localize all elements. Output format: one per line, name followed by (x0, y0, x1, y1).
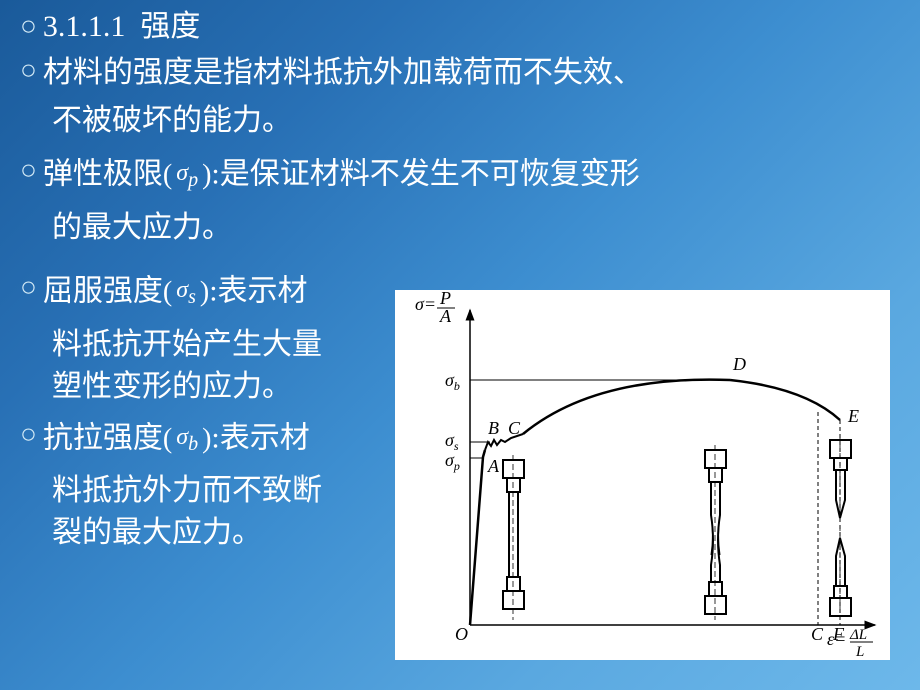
point-A: A (487, 456, 500, 476)
bullet-1: ○ 材料的强度是指材料抵抗外加载荷而不失效、 (20, 52, 900, 94)
title-text: 3.1.1.1 强度 (43, 8, 201, 46)
y-axis-denom: A (439, 306, 452, 326)
bullet-icon: ○ (20, 416, 37, 454)
bottom-C: C (811, 624, 824, 644)
chart-svg: σ= P A ε= ΔL L O σb σs σp A B C (395, 290, 890, 660)
x-axis-numer: ΔL (849, 627, 867, 643)
bullet-3-prefix: 屈服强度 (43, 274, 163, 307)
bullet-4-suffix: :表示材 (211, 421, 309, 454)
point-E: E (847, 406, 859, 426)
origin-label: O (455, 624, 468, 644)
title-line: ○ 3.1.1.1 强度 (20, 8, 900, 46)
bullet-2-text: 弹性极限(σp):是保证材料不发生不可恢复变形 (43, 152, 640, 201)
bullet-2: ○ 弹性极限(σp):是保证材料不发生不可恢复变形 (20, 152, 900, 201)
bullet-2-prefix: 弹性极限 (43, 157, 163, 190)
hardening-curve (523, 380, 730, 434)
stress-strain-chart: σ= P A ε= ΔL L O σb σs σp A B C (395, 290, 890, 660)
bullet-4-text: 抗拉强度(σb):表示材 (43, 416, 310, 465)
bullet-4-prefix: 抗拉强度 (43, 421, 163, 454)
necking-curve (730, 380, 840, 420)
bullet-icon: ○ (20, 52, 37, 90)
bullet-1-text: 材料的强度是指材料抵抗外加载荷而不失效、 (43, 52, 643, 94)
section-number: 3.1.1.1 (43, 10, 126, 43)
elastic-line (470, 450, 485, 625)
bullet-3-suffix: :表示材 (209, 274, 307, 307)
bullet-icon: ○ (20, 152, 37, 190)
sigma-b-symbol: σb (172, 424, 202, 450)
sigma-s-symbol: σs (172, 277, 200, 303)
point-B: B (488, 418, 499, 438)
x-axis-denom: L (855, 644, 864, 660)
bullet-icon: ○ (20, 269, 37, 307)
y-axis-label: σ= (415, 294, 436, 314)
section-label: 强度 (140, 10, 200, 43)
bullet-1-cont: 不被破坏的能力。 (52, 100, 900, 142)
sigma-b-label: σb (445, 370, 460, 393)
point-D: D (732, 354, 746, 374)
bullet-icon: ○ (20, 8, 37, 46)
bullet-3-text: 屈服强度(σs):表示材 (43, 269, 308, 318)
bottom-F: F (832, 624, 845, 644)
sigma-p-symbol: σp (172, 160, 202, 186)
point-C: C (508, 418, 521, 438)
specimen-necking (705, 445, 726, 620)
bullet-2-suffix: :是保证材料不发生不可恢复变形 (211, 157, 639, 190)
specimen-uniform (503, 455, 524, 620)
bullet-2-cont: 的最大应力。 (52, 207, 900, 249)
sigma-p-label: σp (445, 450, 460, 473)
